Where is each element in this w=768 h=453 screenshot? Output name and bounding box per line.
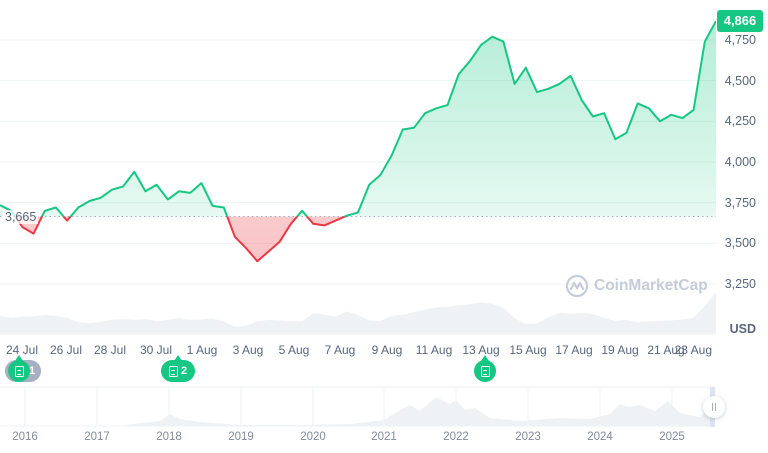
navigator-year-label: 2020: [300, 431, 326, 443]
currency-label: USD: [729, 322, 756, 336]
y-tick-label: 3,750: [724, 195, 756, 210]
navigator-year-label: 2017: [84, 431, 110, 443]
x-tick-label: 17 Aug: [555, 343, 593, 357]
y-tick-label: 3,500: [724, 236, 756, 251]
navigator-year-label: 2023: [515, 431, 541, 443]
x-tick-label: 26 Jul: [49, 343, 83, 357]
x-tick-label: 3 Aug: [232, 343, 264, 357]
navigator-year-label: 2024: [587, 431, 613, 443]
current-price-badge: 4,866: [717, 10, 763, 32]
navigator-year-label: 2018: [156, 431, 182, 443]
navigator-year-label: 2025: [659, 431, 685, 443]
x-tick-label: 28 Jul: [93, 343, 127, 357]
x-tick-label: 5 Aug: [278, 343, 310, 357]
x-tick-label: 9 Aug: [371, 343, 403, 357]
x-tick-label: 23 Aug: [674, 343, 712, 357]
x-tick-label: 30 Jul: [139, 343, 173, 357]
document-icon: [480, 365, 490, 377]
navigator-year-label: 2021: [371, 431, 397, 443]
x-tick-label: 24 Jul: [5, 343, 39, 357]
x-tick-label: 19 Aug: [601, 343, 639, 357]
news-marker-2[interactable]: 2: [161, 355, 195, 382]
navigator-year-label: 2019: [228, 431, 254, 443]
coinmarketcap-logo-icon: [565, 274, 589, 298]
y-tick-label: 4,250: [724, 114, 756, 129]
y-tick-label: 3,250: [724, 277, 756, 291]
x-tick-label: 13 Aug: [462, 343, 500, 357]
news-marker-3[interactable]: [474, 355, 496, 382]
news-marker-1[interactable]: [8, 355, 30, 382]
navigator-year-label: 2016: [12, 431, 38, 443]
watermark-text: CoinMarketCap: [594, 277, 708, 294]
news-marker-count: 2: [180, 365, 188, 377]
baseline-price-label: 3,665: [3, 210, 39, 224]
x-tick-label: 1 Aug: [186, 343, 218, 357]
navigator-range-handle[interactable]: [703, 396, 725, 418]
y-tick-label: 4,750: [724, 33, 756, 47]
y-tick-label: 4,500: [724, 73, 756, 88]
x-tick-label: 21 Aug: [647, 343, 685, 357]
news-marker-count: 1: [28, 365, 36, 377]
coinmarketcap-watermark: CoinMarketCap: [565, 274, 708, 298]
y-tick-label: 4,000: [724, 155, 756, 169]
document-icon: [168, 365, 178, 377]
x-tick-label: 11 Aug: [415, 343, 453, 357]
navigator-year-label: 2022: [443, 431, 469, 443]
document-icon: [14, 365, 24, 377]
x-tick-label: 7 Aug: [324, 343, 356, 357]
x-tick-label: 15 Aug: [509, 343, 547, 357]
